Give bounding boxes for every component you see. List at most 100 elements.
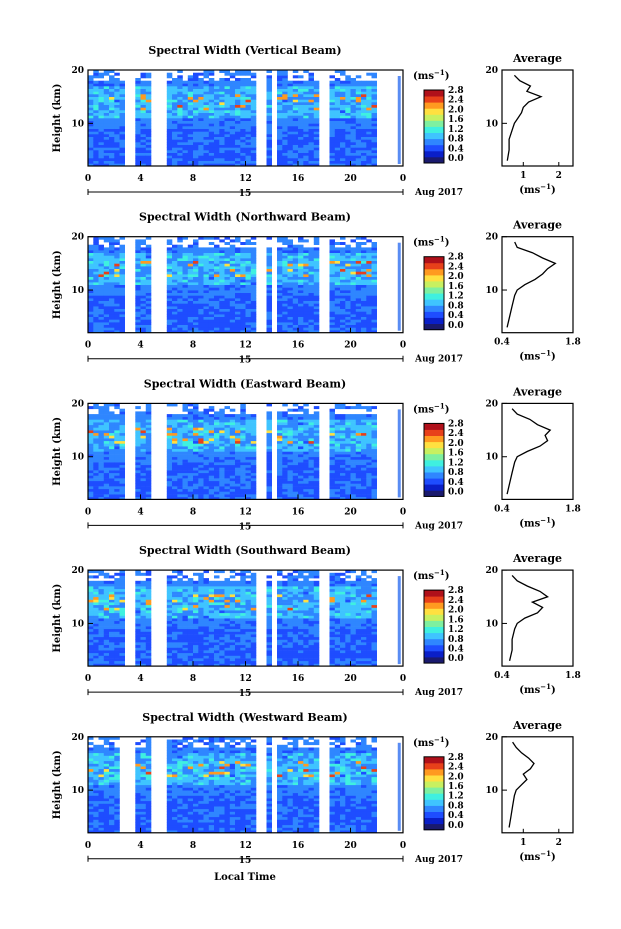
heatmap-cell — [224, 440, 230, 444]
heatmap-cell — [345, 271, 351, 275]
heatmap-cell — [287, 255, 293, 259]
heatmap-cell — [219, 451, 225, 455]
heatmap-cell — [224, 99, 230, 103]
heatmap-cell — [266, 83, 272, 87]
heatmap-cell — [355, 462, 362, 466]
heatmap-cell — [88, 607, 94, 611]
heatmap-cell — [292, 451, 299, 455]
heatmap-cell — [345, 316, 351, 320]
heatmap-cell — [98, 467, 104, 471]
heatmap-cell — [229, 314, 236, 317]
heatmap-cell — [177, 112, 183, 116]
heatmap-cell — [366, 462, 372, 466]
heatmap-cell — [203, 284, 209, 288]
heatmap-cell — [350, 456, 356, 460]
heatmap-cell — [187, 91, 194, 95]
heatmap-cell — [329, 142, 335, 145]
heatmap-cell — [366, 147, 372, 151]
heatmap-cell — [177, 123, 183, 127]
heatmap-cell — [219, 435, 225, 439]
heatmap-cell — [88, 435, 94, 439]
heatmap-cell — [166, 443, 173, 447]
heatmap-cell — [313, 462, 320, 466]
heatmap-cell — [298, 250, 304, 253]
heatmap-cell — [119, 83, 125, 87]
heatmap-cell — [93, 239, 99, 243]
heatmap-cell — [277, 440, 283, 444]
heatmap-cell — [366, 480, 372, 484]
heatmap-cell — [229, 470, 236, 474]
heatmap-cell — [282, 110, 288, 113]
heatmap-cell — [371, 419, 377, 423]
heatmap-cell — [334, 427, 341, 431]
heatmap-cell — [329, 494, 335, 498]
heatmap-cell — [145, 416, 152, 420]
heatmap-cell — [177, 470, 183, 474]
heatmap-cell — [287, 414, 293, 418]
heatmap-cell — [208, 160, 215, 164]
heatmap-cell — [198, 424, 204, 428]
heatmap-cell — [114, 494, 120, 498]
heatmap-cell — [371, 242, 377, 245]
heatmap-cell — [193, 408, 199, 412]
heatmap-cell — [224, 139, 230, 143]
heatmap-cell — [182, 311, 188, 315]
heatmap-cell — [334, 268, 341, 272]
heatmap-cell — [198, 462, 204, 466]
heatmap-cell — [298, 128, 304, 132]
heatmap-cell — [214, 300, 220, 304]
heatmap-cell — [282, 311, 288, 315]
heatmap-cell — [250, 470, 257, 474]
heatmap-cell — [109, 599, 115, 603]
heatmap-cell — [334, 160, 341, 164]
x-tick-label: 20 — [344, 341, 357, 351]
heatmap-cell — [355, 290, 362, 293]
heatmap-cell — [308, 83, 314, 87]
heatmap-cell — [366, 330, 372, 333]
heatmap-cell — [240, 456, 246, 460]
heatmap-cell — [208, 282, 215, 285]
heatmap-cell — [287, 438, 293, 442]
heatmap-cell — [355, 483, 362, 487]
heatmap-cell — [277, 110, 283, 113]
heatmap-cell — [282, 414, 288, 418]
heatmap-cell — [329, 292, 335, 296]
heatmap-cell — [277, 330, 283, 333]
heatmap-cell — [308, 96, 314, 100]
heatmap-cell — [119, 268, 125, 272]
heatmap-cell — [98, 583, 104, 587]
heatmap-cell — [88, 422, 94, 426]
heatmap-cell — [371, 158, 377, 161]
heatmap-cell — [88, 260, 94, 264]
heatmap-cell — [177, 271, 183, 275]
heatmap-cell — [219, 163, 225, 167]
heatmap-cell — [303, 107, 309, 111]
heatmap-cell — [282, 478, 288, 482]
heatmap-cell — [114, 628, 120, 632]
heatmap-cell — [229, 99, 236, 103]
heatmap-cell — [235, 258, 241, 261]
heatmap-cell — [235, 72, 241, 76]
heatmap-cell — [198, 456, 204, 460]
heatmap-cell — [277, 419, 283, 423]
heatmap-cell — [109, 618, 115, 622]
heatmap-cell — [345, 475, 351, 479]
heatmap-cell — [193, 290, 199, 293]
heatmap-cell — [355, 158, 362, 161]
heatmap-cell — [340, 110, 346, 113]
heatmap-cell — [214, 459, 220, 463]
heatmap-cell — [287, 88, 293, 92]
heatmap-cell — [340, 414, 346, 418]
heatmap-cell — [145, 432, 152, 436]
heatmap-cell — [140, 430, 146, 434]
heatmap-cell — [292, 295, 299, 299]
heatmap-cell — [198, 290, 204, 293]
heatmap-cell — [219, 266, 225, 269]
heatmap-cell — [119, 274, 125, 277]
heatmap-cell — [334, 282, 341, 285]
colorbar-swatch — [424, 484, 444, 491]
heatmap-cell — [277, 102, 283, 105]
heatmap-cell — [355, 422, 362, 426]
heatmap-cell — [145, 276, 152, 280]
heatmap-cell — [93, 308, 99, 312]
